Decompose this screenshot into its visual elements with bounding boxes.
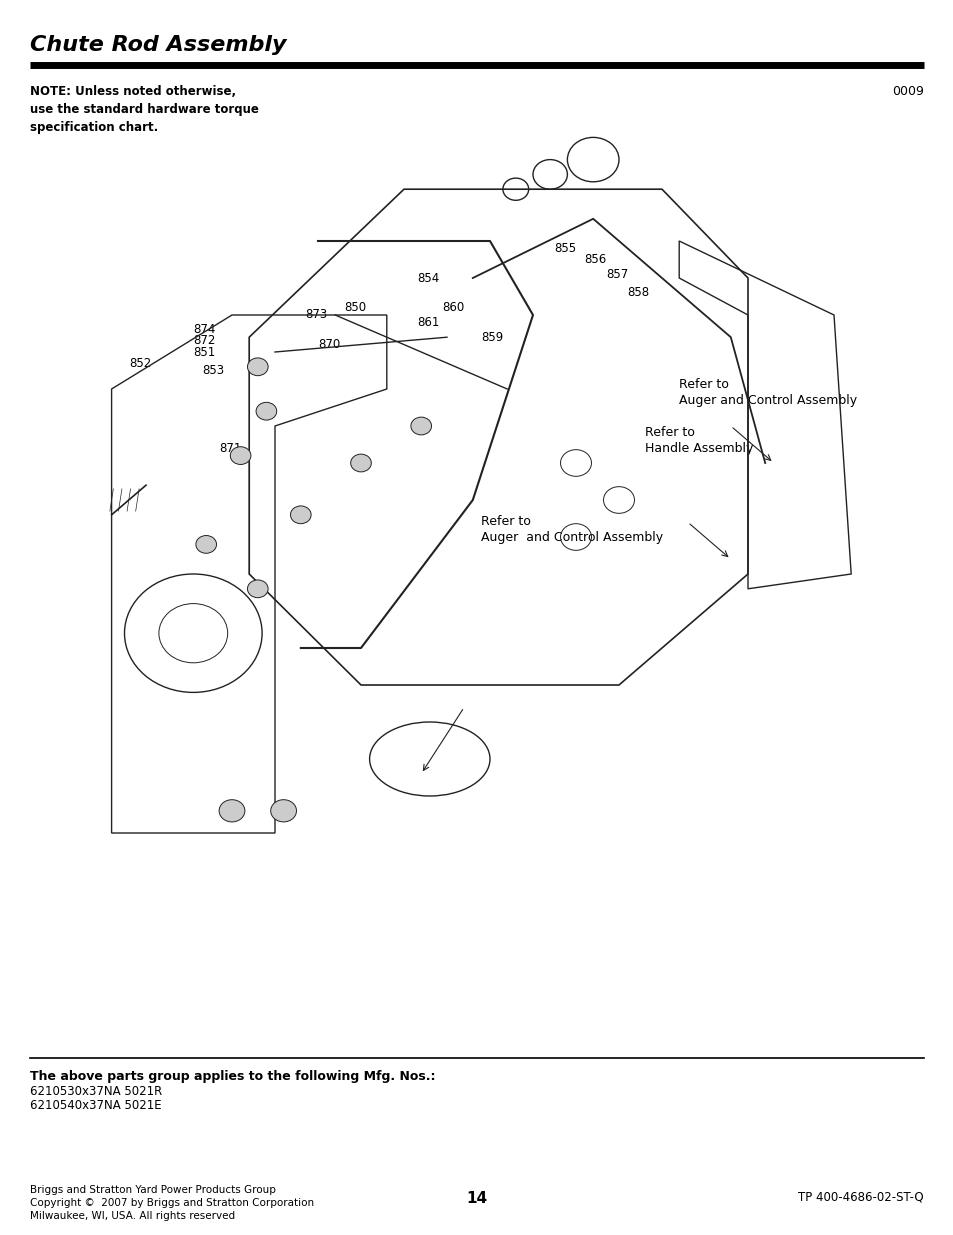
Circle shape [195, 536, 216, 553]
Circle shape [271, 800, 296, 823]
Circle shape [411, 417, 431, 435]
Text: Refer to
Auger  and Control Assembly: Refer to Auger and Control Assembly [481, 515, 663, 543]
Text: 857: 857 [605, 268, 628, 280]
Text: TP 400-4686-02-ST-Q: TP 400-4686-02-ST-Q [798, 1191, 923, 1204]
Text: 850: 850 [343, 301, 366, 314]
Text: 856: 856 [584, 253, 606, 266]
Text: 6210530x37NA 5021R: 6210530x37NA 5021R [30, 1086, 162, 1098]
Text: NOTE: Unless noted otherwise,
use the standard hardware torque
specification cha: NOTE: Unless noted otherwise, use the st… [30, 85, 258, 135]
Text: 14: 14 [466, 1191, 487, 1207]
Text: 870: 870 [317, 338, 340, 351]
Text: 873: 873 [305, 309, 327, 321]
Text: 871: 871 [219, 442, 241, 454]
Text: 851: 851 [193, 346, 215, 358]
Text: 859: 859 [481, 331, 503, 343]
Text: 853: 853 [202, 364, 224, 377]
Text: The above parts group applies to the following Mfg. Nos.:: The above parts group applies to the fol… [30, 1070, 435, 1083]
Text: 874: 874 [193, 324, 215, 336]
Text: 6210540x37NA 5021E: 6210540x37NA 5021E [30, 1099, 161, 1112]
Bar [60, 130, 919, 869]
Text: 0009: 0009 [891, 85, 923, 98]
Circle shape [290, 506, 311, 524]
Text: 858: 858 [627, 287, 649, 299]
Circle shape [247, 358, 268, 375]
Text: Copyright ©  2007 by Briggs and Stratton Corporation: Copyright © 2007 by Briggs and Stratton … [30, 1198, 314, 1208]
Text: Milwaukee, WI, USA. All rights reserved: Milwaukee, WI, USA. All rights reserved [30, 1212, 234, 1221]
Text: 872: 872 [193, 335, 215, 347]
Text: Chute Rod Assembly: Chute Rod Assembly [30, 35, 286, 56]
Text: Refer to
Auger and Control Assembly: Refer to Auger and Control Assembly [679, 378, 857, 406]
Text: Refer to
Handle Assembly: Refer to Handle Assembly [644, 426, 752, 454]
Text: 852: 852 [129, 357, 151, 369]
Circle shape [247, 580, 268, 598]
Text: 855: 855 [554, 242, 576, 254]
Circle shape [255, 403, 276, 420]
Circle shape [351, 454, 371, 472]
Text: 861: 861 [416, 316, 438, 329]
Text: 854: 854 [416, 272, 438, 284]
Text: 860: 860 [442, 301, 464, 314]
Circle shape [230, 447, 251, 464]
Circle shape [219, 800, 245, 823]
Text: Briggs and Stratton Yard Power Products Group: Briggs and Stratton Yard Power Products … [30, 1186, 275, 1195]
